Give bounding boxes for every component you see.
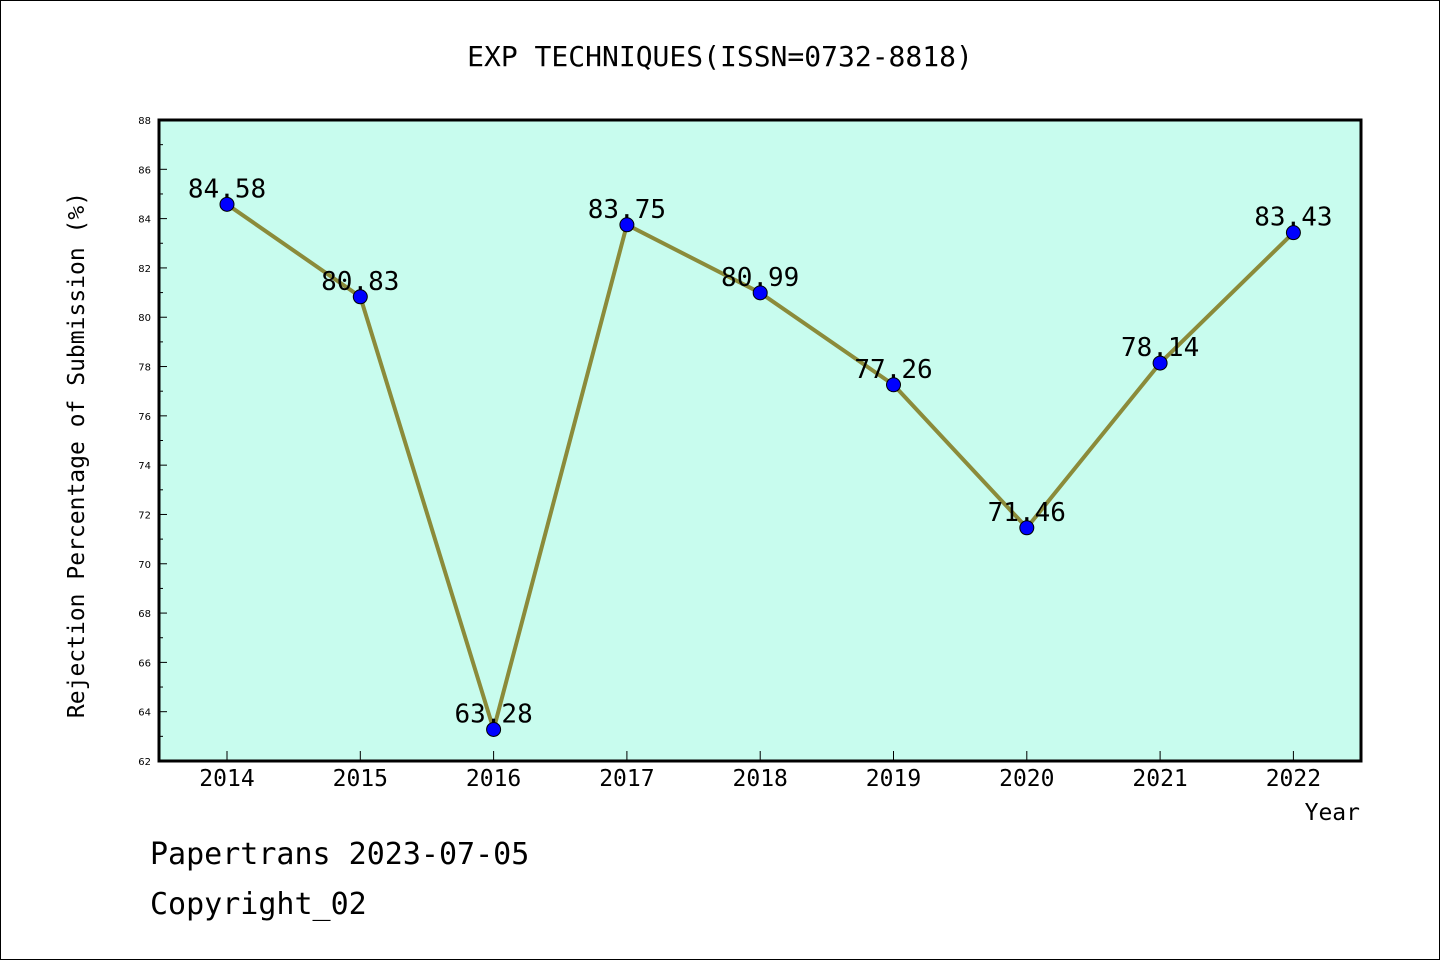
y-axis-label: Rejection Percentage of Submission (%) xyxy=(64,192,90,718)
y-tick-label: 72 xyxy=(138,510,151,521)
x-tick-label: 2018 xyxy=(733,766,788,792)
y-axis: 62 64 66 68 70 72 74 76 78 80 82 84 86 88 xyxy=(138,116,167,768)
data-point xyxy=(1019,520,1035,536)
x-tick-label: 2022 xyxy=(1266,766,1321,792)
y-tick-label: 70 xyxy=(138,560,151,571)
data-point xyxy=(1152,355,1168,371)
data-label: 71.46 xyxy=(988,498,1066,528)
x-tick-label: 2016 xyxy=(466,766,521,792)
data-label: 63.28 xyxy=(454,699,532,729)
data-point xyxy=(219,196,235,212)
data-labels-group: 84.58 80.83 63.28 83.75 80.99 77.26 71.46 78.14… xyxy=(188,174,1333,729)
data-label: 83.75 xyxy=(588,195,666,225)
data-label: 80.83 xyxy=(321,267,399,297)
chart-title: EXP TECHNIQUES(ISSN=0732-8818) xyxy=(467,40,973,73)
data-label: 77.26 xyxy=(854,355,932,385)
y-tick-label: 64 xyxy=(138,708,151,719)
data-point xyxy=(486,721,502,737)
data-label: 80.99 xyxy=(721,263,799,293)
data-point xyxy=(886,377,901,393)
data-label: 78.14 xyxy=(1121,333,1199,363)
data-points-group xyxy=(219,196,1301,737)
x-tick-label: 2014 xyxy=(199,766,254,792)
y-tick-label: 88 xyxy=(138,116,151,127)
x-tick-label: 2019 xyxy=(866,766,921,792)
y-tick-label: 68 xyxy=(138,609,151,620)
data-point xyxy=(1285,225,1301,241)
y-tick-label: 76 xyxy=(138,412,151,423)
y-tick-label: 84 xyxy=(138,215,151,226)
y-tick-label: 86 xyxy=(138,165,151,176)
x-tick-label: 2015 xyxy=(333,766,388,792)
footer-copyright: Copyright_02 xyxy=(150,887,367,922)
x-tick-label: 2020 xyxy=(999,766,1054,792)
data-point xyxy=(619,217,635,233)
y-tick-label: 78 xyxy=(138,363,151,374)
footer-source: Papertrans 2023-07-05 xyxy=(150,837,529,872)
data-label: 84.58 xyxy=(188,174,266,204)
data-point xyxy=(352,289,368,305)
data-label: 83.43 xyxy=(1254,203,1332,233)
plot-area xyxy=(157,118,1363,763)
x-tick-label: 2021 xyxy=(1132,766,1187,792)
y-tick-label: 62 xyxy=(138,757,151,768)
y-tick-label: 66 xyxy=(138,658,151,669)
y-tick-label: 82 xyxy=(138,264,151,275)
y-tick-label: 80 xyxy=(138,313,151,324)
y-tick-label: 74 xyxy=(138,461,151,472)
x-axis: 2014 2015 2016 2017 2018 2019 2020 2021 2022 xyxy=(199,751,1321,792)
x-axis-label: Year xyxy=(1305,800,1360,826)
x-tick-label: 2017 xyxy=(599,766,654,792)
data-point xyxy=(752,285,768,301)
